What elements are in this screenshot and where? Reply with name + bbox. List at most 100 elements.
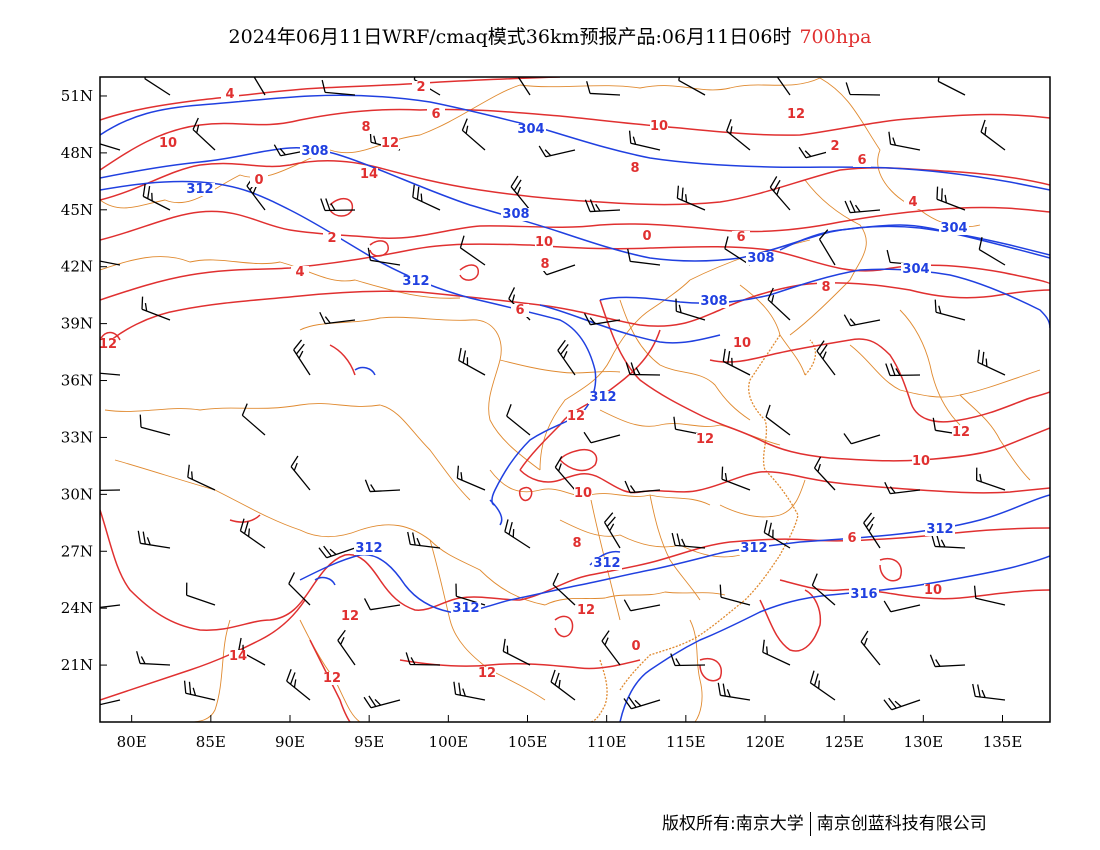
geo-contour-label: 312 [926,522,953,537]
temp-label-bg [904,196,922,209]
lon-tick-label: 120E [745,733,785,751]
lat-tick-label: 45N [61,201,93,219]
temp-label-bg [159,137,177,150]
temp-contour-label: 14 [229,649,247,664]
wind-barb [364,479,401,493]
wind-barb [977,349,1006,376]
temp-contour-label: 10 [912,454,930,469]
temp-label-bg [638,230,656,243]
geo-contour-label: 312 [355,541,382,556]
wind-barb [627,248,661,266]
wind-barb [676,185,706,211]
wind-barb [586,81,621,96]
wind-barb [538,145,576,158]
temp-label-bg [696,433,714,446]
temp-label-bg [567,410,585,423]
title-level: 700hpa [799,26,872,48]
wind-barb [934,299,966,321]
lat-tick-label: 51N [61,87,93,105]
temp-contour-label: 6 [515,303,524,318]
wind-barb [860,630,881,666]
wind-barb [405,652,441,666]
wind-barb [136,651,171,666]
lat-tick-label: 42N [61,258,93,276]
temp-contour-label: 10 [924,583,942,598]
temp-contour-label: 10 [650,119,668,134]
lon-tick-label: 100E [429,733,469,751]
wind-barb [628,130,661,151]
temp-contour-label: 12 [381,136,399,151]
temp-contour-label: 2 [327,231,336,246]
wind-barb [456,465,486,491]
wind-barb [141,296,171,321]
wind-barb [363,598,401,611]
temp-contour-label: 0 [642,229,651,244]
copyright-right: 南京创蓝科技有限公司 [816,814,987,834]
temp-contour-label: 6 [736,230,745,245]
geo-contour-label: 312 [740,541,767,556]
wind-barb [100,489,121,491]
lat-tick-label: 33N [61,428,93,446]
wind-barb [601,630,621,666]
wind-barb [293,339,311,376]
geo-label-bg [746,252,776,265]
wind-barb [670,653,706,667]
geo-label-bg [588,391,618,404]
geo-contour-label: 308 [301,144,328,159]
wind-barb [187,464,216,491]
temp-contour-label: 4 [295,265,304,280]
wind-barb [504,519,531,549]
lon-tick-label: 135E [983,733,1023,751]
wind-barb [722,348,751,376]
temp-label-bg [478,667,496,680]
temp-contour-label: 10 [535,235,553,250]
wind-barb [726,119,751,151]
map-title: 2024年06月11日WRF/cmaq模式36km预报产品:06月11日06时 7… [0,22,1100,49]
wind-barb [502,638,531,666]
copyright-separator [809,812,811,836]
geo-label-bg [592,557,622,570]
wind-barb [461,118,486,151]
temp-contour-label: 0 [254,173,263,188]
temp-label-bg [229,650,247,663]
plot-frame [99,76,1051,723]
temp-label-bg [787,108,805,121]
wind-barb [678,77,706,96]
geopotential-contours [100,94,1050,722]
latitude-axis: 51N 48N 45N 42N 39N 36N 33N 30N 27N 24N 21N [61,87,107,674]
wind-barb [288,572,311,606]
geo-contour-label: 308 [502,207,529,222]
wind-barb [884,481,921,495]
lon-tick-label: 85E [196,733,226,751]
geo-label-bg [516,123,546,136]
wind-barb [603,512,621,549]
wind-barb [625,362,661,376]
wind-barb [980,119,1006,151]
wind-barb [719,584,751,606]
temp-label-bg [250,174,268,187]
temp-label-bg [732,231,750,244]
wind-barb [724,236,751,266]
geo-contour-label: 312 [402,274,429,289]
wind-barb [936,186,966,211]
wind-barb [137,530,171,549]
temp-label-bg [952,426,970,439]
wind-barb [583,313,621,326]
geo-contour-label: 308 [700,294,727,309]
wind-barb [818,229,836,266]
title-main: 2024年06月11日WRF/cmaq模式36km预报产品:06月11日06时 [228,26,792,48]
wind-barb [321,79,356,96]
geo-label-bg [939,222,969,235]
wind-barb [843,314,881,327]
lon-tick-label: 125E [824,733,864,751]
temp-label-bg [568,537,586,550]
temp-label-bg [912,455,930,468]
wind-barb [843,433,881,445]
temp-label-bg [535,236,553,249]
wind-barb [407,531,441,549]
wind-barb [763,520,791,549]
wind-barb [100,604,121,609]
temp-contour-label: 10 [159,136,177,151]
wind-barb [765,404,791,436]
